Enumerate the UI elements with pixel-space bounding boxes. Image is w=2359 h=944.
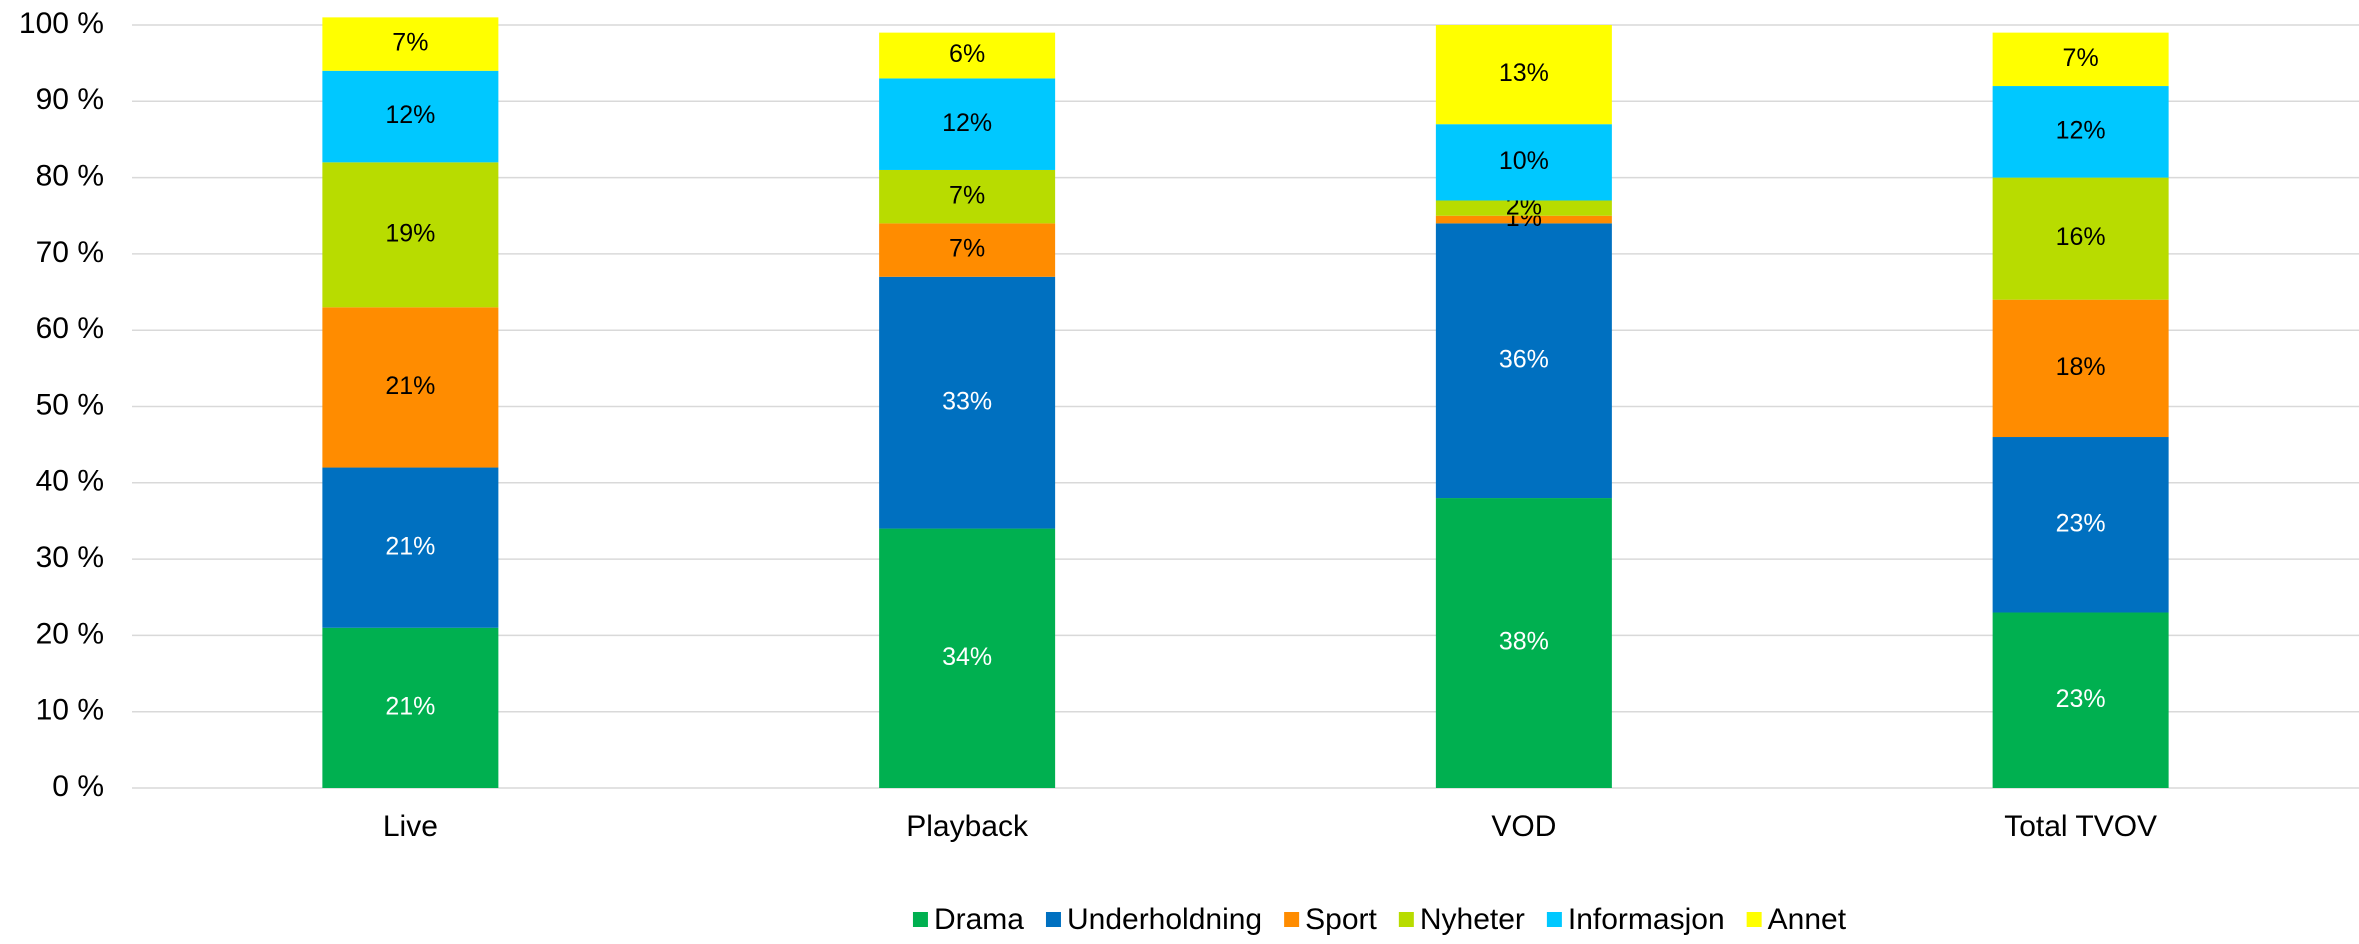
data-label: 7% <box>2063 44 2099 72</box>
y-tick-label: 50 % <box>36 388 104 421</box>
y-tick-label: 90 % <box>36 83 104 116</box>
legend-label: Informasjon <box>1568 903 1725 936</box>
bar-segment <box>879 223 1056 277</box>
data-label: 10% <box>1499 147 1549 175</box>
data-label: 7% <box>949 181 985 209</box>
data-label: 12% <box>942 109 992 137</box>
y-tick-label: 40 % <box>36 465 104 498</box>
bar-segment <box>879 276 1056 529</box>
y-tick-label: 80 % <box>36 160 104 193</box>
data-label: 12% <box>2056 116 2106 144</box>
bar-segment <box>879 32 1056 79</box>
bar-segment <box>1435 200 1612 216</box>
bar-segment <box>322 70 499 163</box>
y-tick-label: 20 % <box>36 617 104 650</box>
bar-segment <box>1435 25 1612 125</box>
bar-segment <box>1435 124 1612 201</box>
data-label: 6% <box>949 40 985 68</box>
data-label: 7% <box>949 235 985 263</box>
legend-swatch <box>1746 912 1762 927</box>
bar-segment <box>879 78 1056 170</box>
bar-segment <box>1992 612 2169 788</box>
bar-segment <box>1435 215 1612 224</box>
legend-label: Drama <box>934 903 1024 936</box>
bar-segment <box>879 528 1056 788</box>
bar-segment <box>322 162 499 308</box>
legend-label: Annet <box>1768 903 1847 936</box>
y-tick-label: 100 % <box>19 7 104 40</box>
legend-swatch <box>1045 912 1061 927</box>
legend-label: Sport <box>1305 903 1377 936</box>
x-tick-label: Live <box>383 810 438 843</box>
y-tick-label: 60 % <box>36 312 104 345</box>
data-label: 18% <box>2056 353 2106 381</box>
legend-label: Nyheter <box>1420 903 1525 936</box>
bar-segment <box>1435 498 1612 788</box>
data-label: 19% <box>385 219 435 247</box>
data-label: 38% <box>1499 628 1549 656</box>
legend-label: Underholdning <box>1067 903 1262 936</box>
bar-segment <box>1992 86 2169 178</box>
data-label: 21% <box>385 372 435 400</box>
bar-segment <box>322 627 499 788</box>
data-label: 13% <box>1499 59 1549 87</box>
data-label: 36% <box>1499 345 1549 373</box>
bar-segment <box>879 169 1056 224</box>
bar-segment <box>322 17 499 71</box>
data-label: 34% <box>942 643 992 671</box>
bar-segment <box>1992 299 2169 438</box>
bar-segment <box>1435 223 1612 499</box>
x-tick-label: Playback <box>906 810 1029 843</box>
bar-segment <box>322 467 499 628</box>
x-tick-label: VOD <box>1491 810 1556 843</box>
y-tick-label: 70 % <box>36 236 104 269</box>
bar-segment <box>1992 32 2169 87</box>
legend-swatch <box>1546 912 1562 927</box>
data-label: 33% <box>942 387 992 415</box>
x-tick-label: Total TVOV <box>2004 810 2157 843</box>
legend-swatch <box>1398 912 1414 927</box>
data-label: 23% <box>2056 509 2106 537</box>
legend-swatch <box>1284 912 1300 927</box>
bar-segment <box>322 307 499 468</box>
y-tick-label: 10 % <box>36 694 104 727</box>
bar-segment <box>1992 437 2169 613</box>
bar-segment <box>1992 177 2169 300</box>
data-label: 16% <box>2056 223 2106 251</box>
data-label: 7% <box>392 29 428 57</box>
y-tick-label: 30 % <box>36 541 104 574</box>
data-label: 21% <box>385 532 435 560</box>
y-tick-label: 0 % <box>52 770 104 803</box>
data-label: 21% <box>385 692 435 720</box>
legend-swatch <box>912 912 928 927</box>
data-label: 23% <box>2056 685 2106 713</box>
data-label: 12% <box>385 101 435 129</box>
